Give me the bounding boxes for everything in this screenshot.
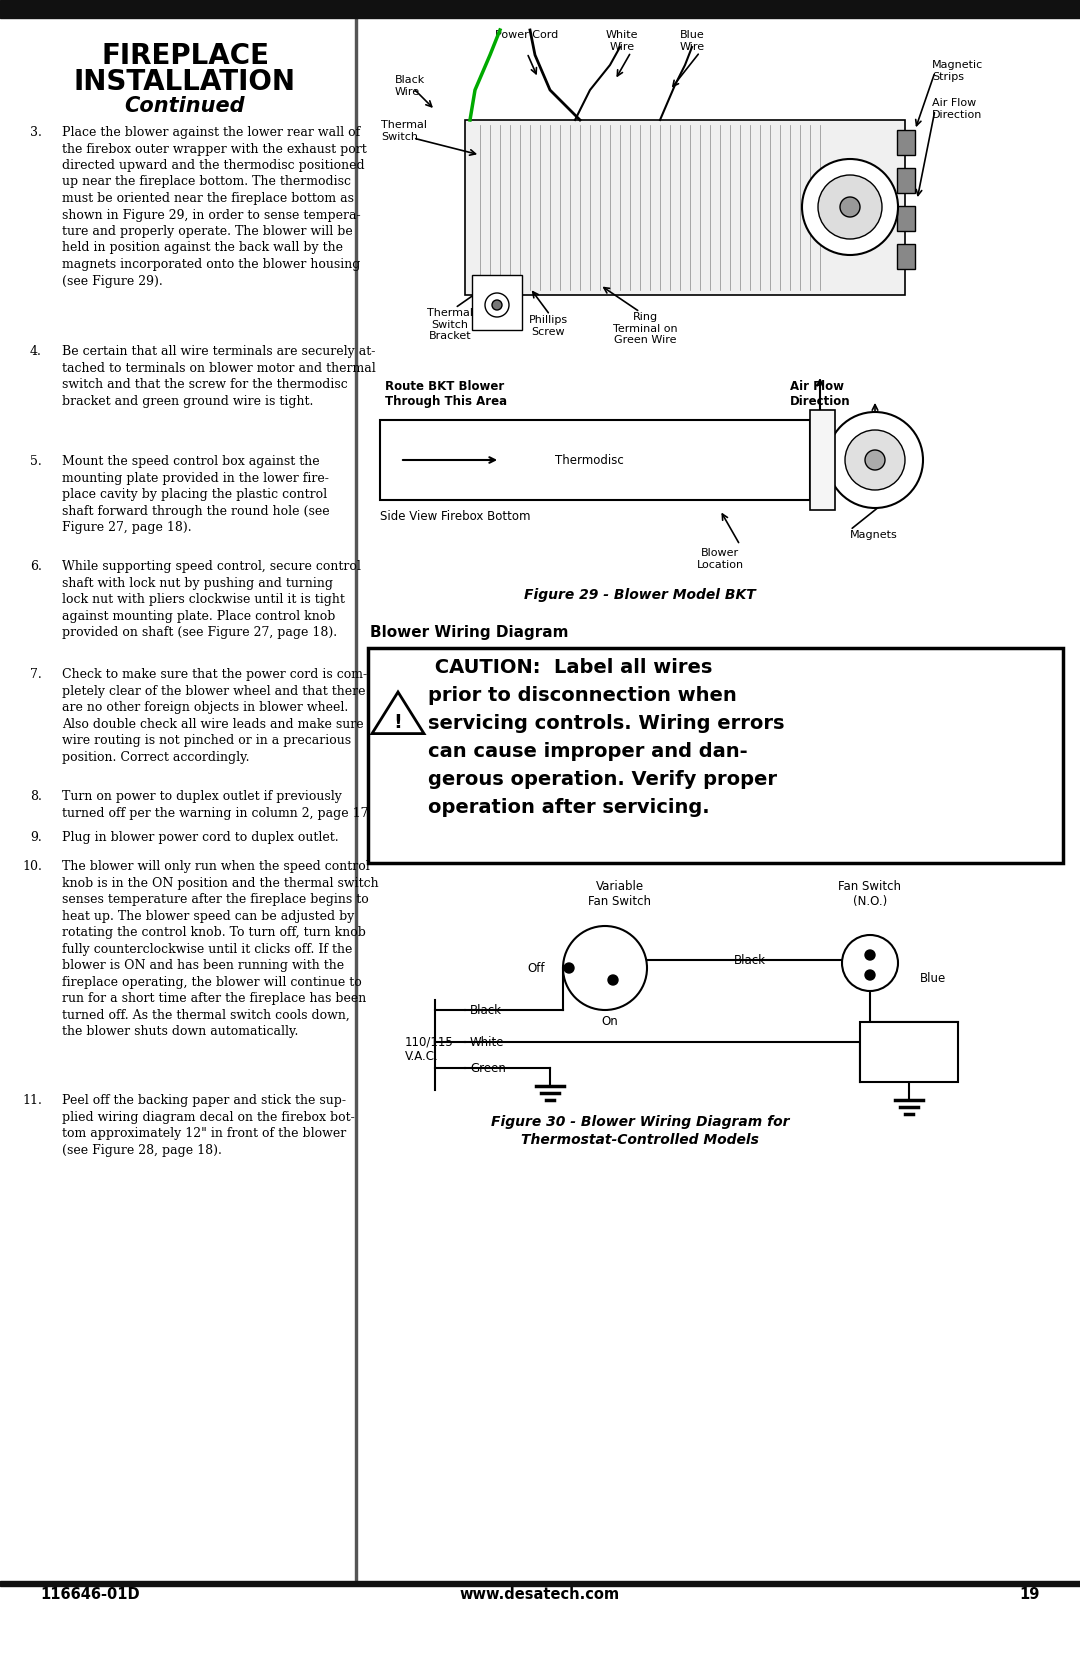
- Text: Be certain that all wire terminals are securely at-
tached to terminals on blowe: Be certain that all wire terminals are s…: [62, 345, 376, 407]
- Text: operation after servicing.: operation after servicing.: [428, 798, 710, 818]
- Text: 110/115
V.A.C.: 110/115 V.A.C.: [405, 1035, 454, 1063]
- Text: Blue
Wire: Blue Wire: [679, 30, 704, 52]
- Text: While supporting speed control, secure control
shaft with lock nut by pushing an: While supporting speed control, secure c…: [62, 561, 361, 639]
- Text: 11.: 11.: [22, 1093, 42, 1107]
- Bar: [355, 18, 357, 1581]
- Text: Green: Green: [470, 1061, 505, 1075]
- Text: 6.: 6.: [30, 561, 42, 572]
- Text: Magnetic
Strips: Magnetic Strips: [932, 60, 983, 82]
- Bar: [465, 120, 905, 295]
- Text: Side View Firebox Bottom: Side View Firebox Bottom: [380, 511, 530, 522]
- Circle shape: [563, 926, 647, 1010]
- Text: Ring
Terminal on
Green Wire: Ring Terminal on Green Wire: [612, 312, 677, 345]
- Text: The blower will only run when the speed control
knob is in the ON position and t: The blower will only run when the speed …: [62, 860, 379, 1038]
- Text: Blue: Blue: [920, 971, 946, 985]
- Text: Black: Black: [470, 1003, 502, 1016]
- Text: Power Cord: Power Cord: [496, 30, 558, 40]
- Text: Magnets: Magnets: [850, 531, 897, 541]
- Text: 9.: 9.: [30, 831, 42, 845]
- Bar: [897, 169, 915, 194]
- Text: CAUTION:  Label all wires: CAUTION: Label all wires: [428, 658, 713, 678]
- Text: FIREPLACE: FIREPLACE: [102, 42, 269, 70]
- Text: Fan Switch
(N.O.): Fan Switch (N.O.): [838, 880, 902, 908]
- Text: Mount the speed control box against the
mounting plate provided in the lower fir: Mount the speed control box against the …: [62, 456, 329, 534]
- Text: 3.: 3.: [30, 125, 42, 139]
- Text: Plug in blower power cord to duplex outlet.: Plug in blower power cord to duplex outl…: [62, 831, 339, 845]
- Circle shape: [827, 412, 923, 507]
- Bar: [0, 0, 1080, 18]
- Text: Thermodisc: Thermodisc: [555, 454, 624, 467]
- Text: 4.: 4.: [30, 345, 42, 357]
- Text: !: !: [393, 713, 403, 731]
- Text: On: On: [602, 1015, 619, 1028]
- Text: gerous operation. Verify proper: gerous operation. Verify proper: [428, 769, 777, 789]
- Circle shape: [845, 431, 905, 491]
- Circle shape: [865, 970, 875, 980]
- Text: 5.: 5.: [30, 456, 42, 467]
- Text: 10.: 10.: [22, 860, 42, 873]
- Text: Place the blower against the lower rear wall of
the firebox outer wrapper with t: Place the blower against the lower rear …: [62, 125, 367, 287]
- Text: Black: Black: [734, 953, 766, 966]
- Circle shape: [865, 451, 885, 471]
- Bar: [380, 421, 810, 501]
- Text: 19: 19: [1020, 1587, 1040, 1602]
- Circle shape: [564, 963, 573, 973]
- Bar: [0, 1581, 1080, 1586]
- Bar: [897, 244, 915, 269]
- Text: servicing controls. Wiring errors: servicing controls. Wiring errors: [428, 714, 784, 733]
- Text: Route BKT Blower
Through This Area: Route BKT Blower Through This Area: [384, 381, 508, 407]
- Text: Check to make sure that the power cord is com-
pletely clear of the blower wheel: Check to make sure that the power cord i…: [62, 668, 367, 763]
- Text: Figure 30 - Blower Wiring Diagram for
Thermostat-Controlled Models: Figure 30 - Blower Wiring Diagram for Th…: [490, 1115, 789, 1147]
- Text: 2: 2: [613, 953, 620, 963]
- Circle shape: [865, 950, 875, 960]
- Text: White
Wire: White Wire: [606, 30, 638, 52]
- Text: Thermal
Switch: Thermal Switch: [381, 120, 427, 142]
- Text: 116646-01D: 116646-01D: [40, 1587, 139, 1602]
- Bar: [368, 648, 1063, 863]
- Text: Continued: Continued: [124, 97, 245, 117]
- Polygon shape: [372, 693, 424, 734]
- Circle shape: [492, 300, 502, 310]
- Bar: [860, 1021, 958, 1082]
- Text: Black
Wire: Black Wire: [395, 75, 426, 97]
- Bar: [472, 275, 522, 330]
- Circle shape: [802, 159, 897, 255]
- Text: 8.: 8.: [30, 789, 42, 803]
- Text: INSTALLATION: INSTALLATION: [75, 68, 296, 97]
- Circle shape: [485, 294, 509, 317]
- Text: prior to disconnection when: prior to disconnection when: [428, 686, 737, 704]
- Text: Air Flow
Direction: Air Flow Direction: [932, 98, 983, 120]
- Text: Peel off the backing paper and stick the sup-
plied wiring diagram decal on the : Peel off the backing paper and stick the…: [62, 1093, 354, 1157]
- Circle shape: [608, 975, 618, 985]
- Text: Turn on power to duplex outlet if previously
turned off per the warning in colum: Turn on power to duplex outlet if previo…: [62, 789, 373, 819]
- Circle shape: [840, 197, 860, 217]
- Text: Blower
Motor: Blower Motor: [888, 1036, 931, 1066]
- Circle shape: [818, 175, 882, 239]
- Text: Figure 29 - Blower Model BKT: Figure 29 - Blower Model BKT: [524, 587, 756, 603]
- Text: White: White: [470, 1035, 504, 1048]
- Bar: [810, 411, 835, 511]
- Text: Blower
Location: Blower Location: [697, 547, 743, 569]
- Text: 7.: 7.: [30, 668, 42, 681]
- Text: 1: 1: [588, 945, 594, 955]
- Text: Phillips
Screw: Phillips Screw: [528, 315, 568, 337]
- Bar: [897, 130, 915, 155]
- Circle shape: [842, 935, 897, 991]
- Text: Off: Off: [527, 961, 545, 975]
- Bar: [897, 205, 915, 230]
- Text: Blower Wiring Diagram: Blower Wiring Diagram: [370, 624, 568, 639]
- Text: Thermal
Switch
Bracket: Thermal Switch Bracket: [427, 309, 473, 340]
- Text: can cause improper and dan-: can cause improper and dan-: [428, 743, 747, 761]
- Text: www.desatech.com: www.desatech.com: [460, 1587, 620, 1602]
- Text: Air Flow
Direction: Air Flow Direction: [789, 381, 851, 407]
- Text: Variable
Fan Switch: Variable Fan Switch: [589, 880, 651, 908]
